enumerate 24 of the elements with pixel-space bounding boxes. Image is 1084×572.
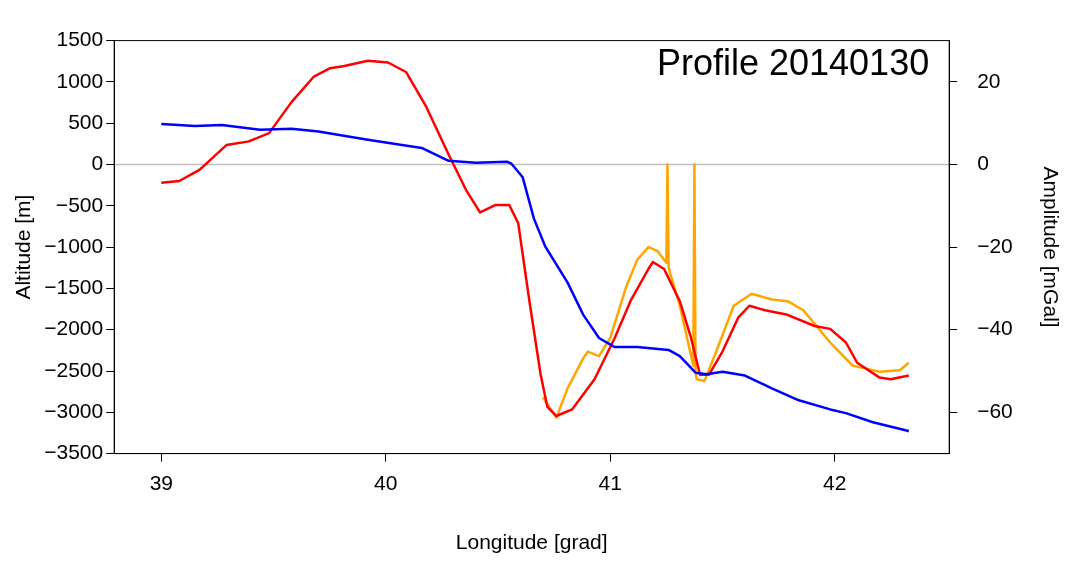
y-tick-label: 1500	[56, 27, 104, 51]
y-tick-label: −1000	[44, 233, 104, 257]
x-tick-label: 39	[149, 471, 173, 494]
y-tick-label: 1000	[56, 68, 104, 92]
y2-axis-title: Amplitude [mGal]	[1039, 166, 1063, 328]
y-tick-label: 0	[91, 151, 104, 175]
x-tick-label: 40	[374, 471, 398, 494]
y-tick-label: −500	[55, 192, 104, 216]
y-tick-label: −1500	[44, 275, 104, 299]
y-tick-label: 500	[68, 110, 104, 133]
y-tick-label: −2000	[44, 316, 104, 340]
y-axis-title: Altitude [m]	[11, 194, 35, 300]
y-tick-label: −3000	[44, 399, 104, 423]
chart-title: Profile 20140130	[656, 41, 930, 83]
y2-tick-label: 20	[977, 68, 1001, 92]
x-tick-label: 41	[598, 471, 622, 494]
y2-tick-label: −60	[977, 399, 1013, 423]
x-tick-label: 42	[823, 471, 847, 494]
y-tick-label: −3500	[44, 440, 104, 464]
y2-tick-label: −20	[977, 233, 1013, 257]
y2-tick-label: −40	[977, 316, 1013, 340]
x-axis-title: Longitude [grad]	[455, 530, 608, 554]
y-tick-label: −2500	[44, 357, 104, 381]
y2-tick-label: 0	[977, 151, 989, 175]
